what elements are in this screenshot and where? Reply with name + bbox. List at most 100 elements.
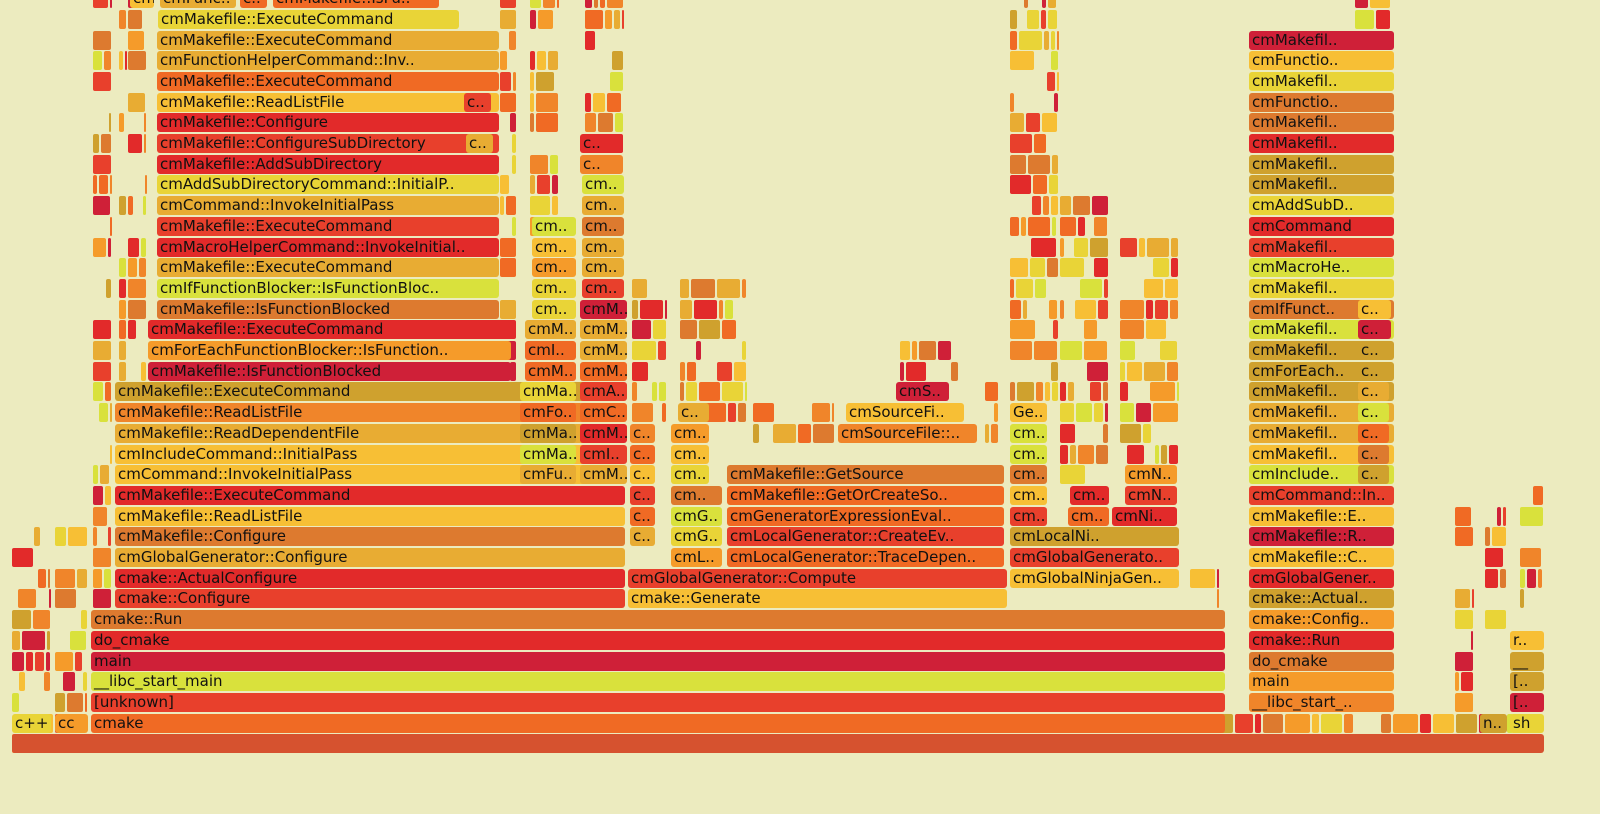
flame-cell[interactable] [35, 652, 44, 671]
flame-frame[interactable]: cmMakefil.. [1249, 134, 1394, 153]
flame-frame[interactable]: cmCommand::InvokeInitialPass [115, 465, 625, 484]
flame-cell[interactable] [1060, 424, 1075, 443]
flame-cell[interactable] [513, 72, 516, 91]
flame-frame[interactable]: cmMakefile::R.. [1249, 527, 1394, 546]
flame-cell[interactable] [1047, 258, 1058, 277]
flame-cell[interactable] [93, 548, 111, 567]
flame-cell[interactable] [1057, 72, 1059, 91]
flame-frame[interactable]: c.. [630, 507, 655, 526]
flame-cell[interactable] [1051, 362, 1058, 381]
flame-frame[interactable]: cm.. [532, 217, 576, 236]
flame-cell[interactable] [1010, 10, 1017, 29]
flame-cell[interactable] [530, 10, 536, 29]
flame-cell[interactable] [536, 72, 554, 91]
flame-frame[interactable]: cmake [91, 714, 1225, 733]
flame-cell[interactable] [119, 196, 126, 215]
flame-cell[interactable] [632, 279, 647, 298]
flame-cell[interactable] [38, 569, 46, 588]
flame-frame[interactable]: cmMakefil.. [1249, 341, 1394, 360]
flame-cell[interactable] [128, 238, 139, 257]
flame-cell[interactable] [615, 113, 623, 132]
flame-cell[interactable] [722, 320, 736, 339]
flame-frame[interactable]: cmSourceFile::.. [838, 424, 977, 443]
flame-frame[interactable]: cmMakefile::IsFu.. [273, 0, 439, 8]
flame-cell[interactable] [49, 589, 51, 608]
flame-cell[interactable] [119, 51, 123, 70]
flame-cell[interactable] [1492, 527, 1506, 546]
flame-cell[interactable] [70, 631, 86, 650]
flame-cell[interactable] [680, 300, 692, 319]
flame-cell[interactable] [1028, 217, 1050, 236]
flame-frame[interactable]: cmMa.. [520, 445, 576, 464]
flame-frame[interactable]: cmMa.. [520, 424, 576, 443]
flame-cell[interactable] [1533, 486, 1543, 505]
flame-cell[interactable] [500, 10, 516, 29]
flame-cell[interactable] [738, 403, 746, 422]
flame-cell[interactable] [1060, 382, 1066, 401]
flame-cell[interactable] [1010, 51, 1034, 70]
flame-cell[interactable] [104, 51, 111, 70]
flame-frame[interactable]: cm.. [1010, 445, 1047, 464]
flame-frame[interactable]: cmMakefil.. [1249, 113, 1394, 132]
flame-cell[interactable] [705, 403, 726, 422]
flame-frame[interactable]: cmM.. [580, 300, 627, 319]
flame-frame[interactable]: cm.. [582, 175, 624, 194]
flame-cell[interactable] [1090, 238, 1108, 257]
flame-cell[interactable] [12, 631, 20, 650]
flame-cell[interactable] [55, 693, 65, 712]
flame-cell[interactable] [687, 362, 696, 381]
flame-frame[interactable]: cmMakefil.. [1249, 72, 1394, 91]
flame-frame[interactable]: [.. [1510, 672, 1544, 691]
flame-cell[interactable] [1255, 714, 1261, 733]
flame-cell[interactable] [33, 610, 50, 629]
flame-cell[interactable] [26, 652, 33, 671]
flame-cell[interactable] [1153, 403, 1178, 422]
flame-cell[interactable] [1455, 652, 1473, 671]
flame-cell[interactable] [119, 320, 126, 339]
flame-frame[interactable]: cmMakefile::IsFunctionBlocked [157, 300, 499, 319]
flame-cell[interactable] [104, 569, 111, 588]
flame-frame[interactable]: cm.. [1068, 507, 1109, 526]
flame-cell[interactable] [119, 341, 126, 360]
flame-cell[interactable] [1461, 672, 1473, 691]
flame-frame[interactable]: cmMakefile::GetOrCreateSo.. [727, 486, 1004, 505]
flame-cell[interactable] [1051, 31, 1055, 50]
flame-cell[interactable] [1136, 403, 1151, 422]
flame-cell[interactable] [1010, 382, 1015, 401]
flame-cell[interactable] [110, 0, 112, 8]
flame-cell[interactable] [593, 93, 605, 112]
flame-frame[interactable]: c.. [1358, 424, 1389, 443]
flame-cell[interactable] [108, 527, 111, 546]
flame-cell[interactable] [1053, 320, 1058, 339]
flame-cell[interactable] [139, 258, 146, 277]
flame-frame[interactable]: cm.. [1010, 507, 1047, 526]
flame-cell[interactable] [1090, 382, 1101, 401]
flame-cell[interactable] [68, 527, 87, 546]
flame-cell[interactable] [1068, 382, 1074, 401]
flame-cell[interactable] [47, 631, 50, 650]
flame-frame[interactable]: cm.. [130, 0, 154, 8]
flame-cell[interactable] [632, 362, 648, 381]
flame-cell[interactable] [1485, 569, 1498, 588]
flame-frame[interactable]: cmMakefile::Configure [115, 527, 625, 546]
flame-frame[interactable]: cmCommand::In.. [1249, 486, 1394, 505]
flame-frame[interactable]: cmMakefil.. [1249, 382, 1394, 401]
flame-cell[interactable] [1150, 382, 1175, 401]
flame-cell[interactable] [1538, 569, 1542, 588]
flame-cell[interactable] [119, 258, 126, 277]
flame-cell[interactable] [1045, 382, 1050, 401]
flame-frame[interactable]: cmFunctionHelperCommand::Inv.. [157, 51, 499, 70]
flame-cell[interactable] [1092, 196, 1108, 215]
flame-frame[interactable]: cmM.. [580, 320, 627, 339]
flame-frame[interactable]: cmFu.. [520, 465, 576, 484]
flame-cell[interactable] [500, 175, 509, 194]
flame-cell[interactable] [1527, 569, 1536, 588]
flame-frame[interactable]: c.. [1358, 341, 1389, 360]
flame-cell[interactable] [530, 51, 535, 70]
flame-frame[interactable]: cm.. [532, 279, 576, 298]
flame-cell[interactable] [1146, 300, 1153, 319]
flame-frame[interactable]: cmMakefil.. [1249, 155, 1394, 174]
flame-frame[interactable]: cm.. [532, 258, 576, 277]
flame-cell[interactable] [1120, 300, 1144, 319]
flame-frame[interactable]: __libc_start_main [91, 672, 1225, 691]
